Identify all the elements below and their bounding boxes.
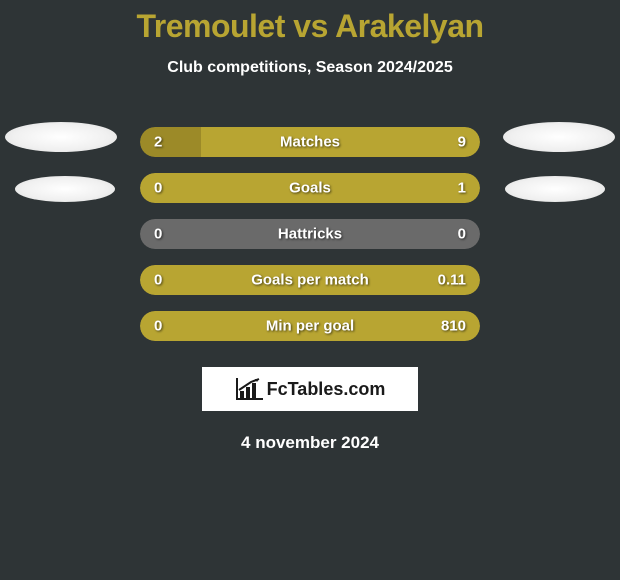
stat-row: 0 Hattricks 0 xyxy=(0,211,620,257)
stat-value-right: 810 xyxy=(441,318,466,335)
stat-value-left: 0 xyxy=(154,272,162,289)
stat-bar-right xyxy=(201,127,480,157)
stats-area: 2 Matches 9 0 Goals 1 0 Hattricks 0 xyxy=(0,119,620,349)
stat-value-left: 0 xyxy=(154,180,162,197)
stat-value-right: 1 xyxy=(458,180,466,197)
stat-value-left: 0 xyxy=(154,226,162,243)
stat-label: Goals xyxy=(289,180,331,197)
stat-value-right: 9 xyxy=(458,134,466,151)
stat-label: Min per goal xyxy=(266,318,354,335)
comparison-infographic: Tremoulet vs Arakelyan Club competitions… xyxy=(0,0,620,453)
stat-label: Hattricks xyxy=(278,226,342,243)
stat-row: 2 Matches 9 xyxy=(0,119,620,165)
stat-value-right: 0 xyxy=(458,226,466,243)
stat-value-left: 2 xyxy=(154,134,162,151)
stat-label: Matches xyxy=(280,134,340,151)
stat-label: Goals per match xyxy=(251,272,369,289)
bar-chart-icon xyxy=(235,378,263,400)
stat-value-left: 0 xyxy=(154,318,162,335)
stat-bar: 2 Matches 9 xyxy=(140,127,480,157)
page-title: Tremoulet vs Arakelyan xyxy=(0,8,620,45)
stat-value-right: 0.11 xyxy=(438,272,466,289)
brand-text: FcTables.com xyxy=(267,379,386,400)
stat-row: 0 Goals per match 0.11 xyxy=(0,257,620,303)
stat-bar: 0 Goals per match 0.11 xyxy=(140,265,480,295)
brand-inner: FcTables.com xyxy=(235,378,386,400)
stat-bar: 0 Hattricks 0 xyxy=(140,219,480,249)
stat-row: 0 Goals 1 xyxy=(0,165,620,211)
brand-badge: FcTables.com xyxy=(202,367,418,411)
stat-row: 0 Min per goal 810 xyxy=(0,303,620,349)
stat-bar: 0 Goals 1 xyxy=(140,173,480,203)
stat-bar: 0 Min per goal 810 xyxy=(140,311,480,341)
date-text: 4 november 2024 xyxy=(0,433,620,453)
page-subtitle: Club competitions, Season 2024/2025 xyxy=(0,59,620,77)
stat-bar-left xyxy=(140,127,201,157)
